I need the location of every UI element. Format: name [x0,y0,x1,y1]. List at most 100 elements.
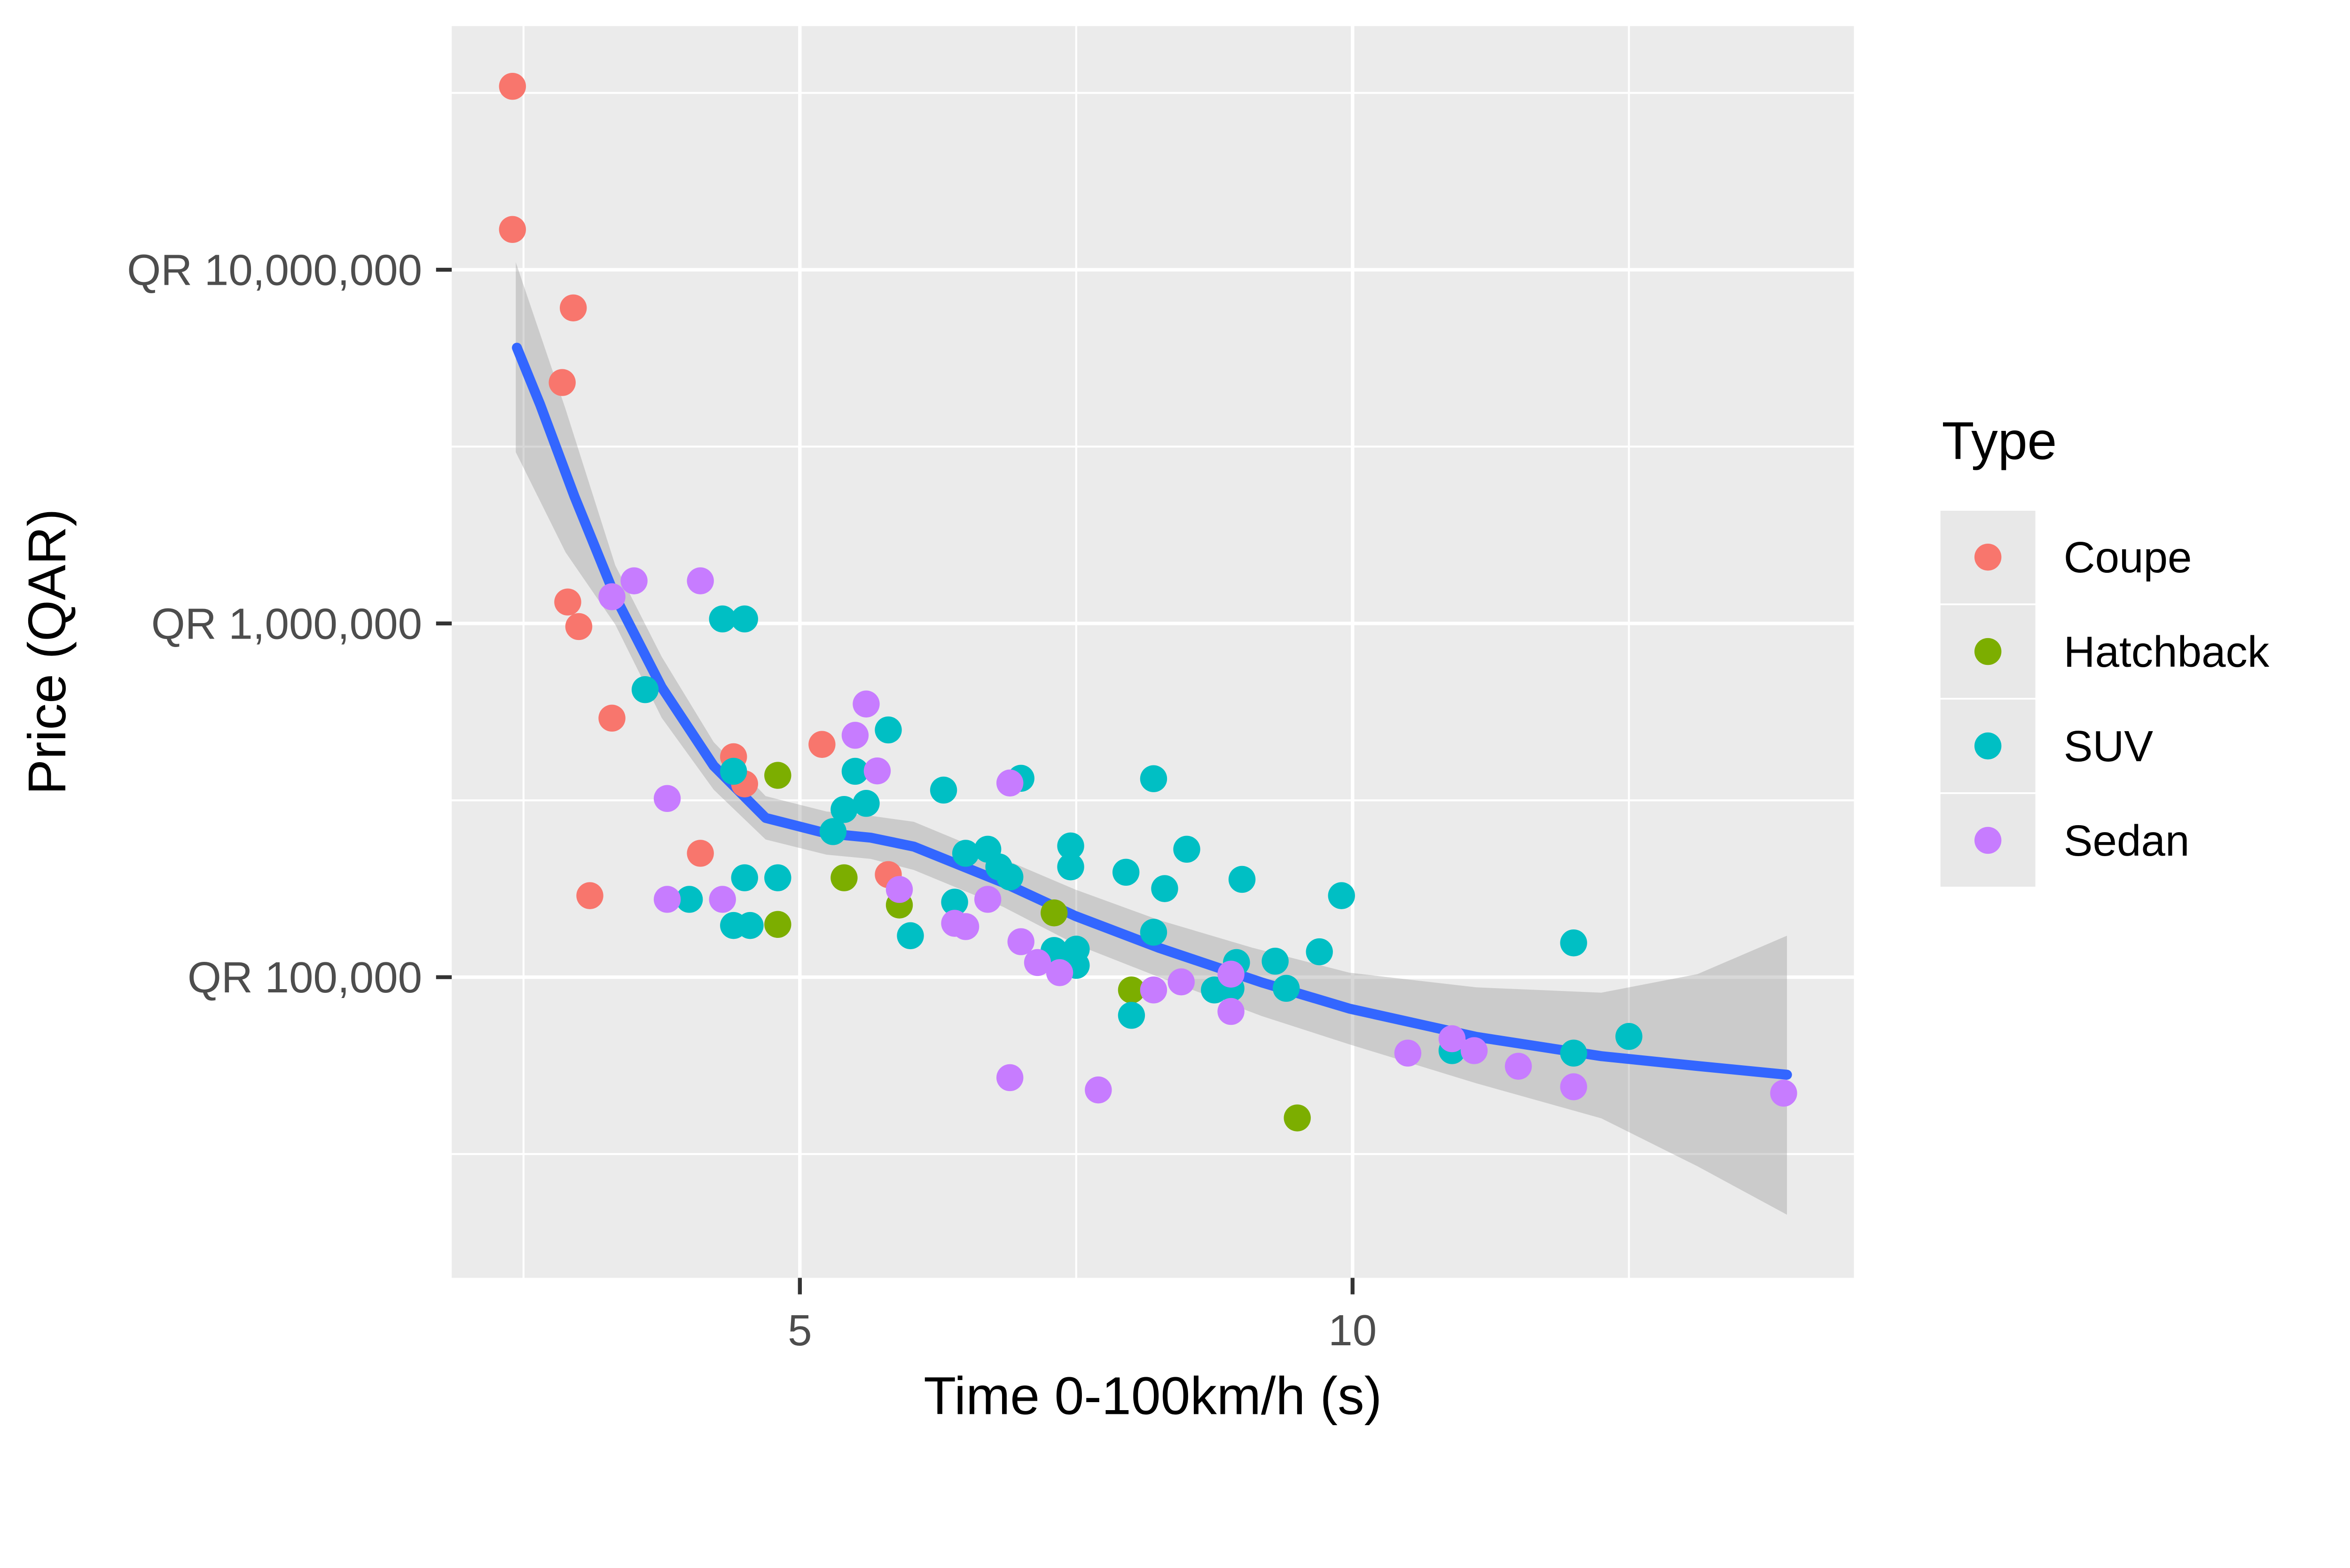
x-tick-label: 5 [788,1306,812,1355]
price-vs-acceleration-chart: 5 10 QR 10,000,000 QR 1,000,000 QR 100,000 T… [17,26,2270,1426]
legend-items: Coupe Hatchback SUV Sedan [1940,511,2270,887]
data-point-coupe [576,882,603,909]
data-point-suv [1057,832,1084,859]
data-point-sedan [952,913,979,940]
data-point-hatchback [1041,899,1068,927]
data-point-hatchback [764,762,791,789]
data-point-suv [1057,853,1084,881]
data-point-suv [720,757,747,785]
data-point-coupe [560,294,587,321]
data-point-coupe [548,369,576,396]
data-point-suv [1272,975,1300,1002]
data-point-hatchback [830,864,858,891]
data-point-sedan [1560,1073,1587,1100]
data-point-suv [875,716,902,744]
data-point-suv [841,757,869,785]
data-point-suv [731,864,758,891]
data-point-sedan [1770,1079,1797,1107]
data-point-suv [1173,835,1200,863]
data-point-suv [1261,947,1289,975]
legend-label: SUV [2064,722,2154,771]
data-point-sedan [1394,1039,1422,1067]
data-point-sedan [1217,998,1245,1025]
data-point-coupe [598,704,626,732]
data-point-suv [1228,866,1256,893]
data-point-suv [853,790,880,817]
tick-labels: 5 10 QR 10,000,000 QR 1,000,000 QR 100,000 [127,245,1377,1354]
data-point-sedan [687,567,714,594]
data-point-suv [1615,1023,1643,1050]
data-point-suv [1328,882,1355,909]
data-point-sedan [598,583,626,610]
data-point-sedan [1504,1053,1532,1080]
data-point-sedan [1007,928,1034,955]
legend-dot-coupe [1974,543,2002,571]
data-point-suv [1140,765,1167,792]
y-tick-label: QR 10,000,000 [127,245,422,294]
plot-svg: 5 10 QR 10,000,000 QR 1,000,000 QR 100,000 T… [17,26,2270,1426]
data-point-coupe [499,216,526,243]
legend-title: Type [1942,411,2057,470]
legend-dot-hatchback [1974,638,2002,665]
data-point-sedan [709,886,736,913]
legend-label: Coupe [2064,533,2192,582]
y-tick-label: QR 100,000 [188,953,422,1002]
y-tick-label: QR 1,000,000 [151,599,422,648]
data-point-suv [819,818,847,845]
data-point-sedan [885,876,913,903]
legend-dot-suv [1974,732,2002,760]
scatter-points [499,72,1797,1131]
x-axis-title: Time 0-100km/h (s) [924,1366,1382,1425]
data-point-sedan [1460,1037,1488,1064]
data-point-hatchback [764,911,791,938]
data-point-suv [1151,875,1178,902]
data-point-sedan [620,567,648,594]
x-tick-label: 10 [1328,1306,1377,1355]
data-point-sedan [1024,949,1051,976]
data-point-sedan [1167,968,1195,996]
legend-label: Sedan [2064,816,2190,865]
data-point-sedan [863,757,891,785]
data-point-suv [1306,938,1333,966]
data-point-suv [830,796,858,823]
data-point-suv [709,605,736,632]
gridlines-major [452,26,1854,1278]
data-point-suv [1560,929,1587,957]
y-axis-title: Price (QAR) [17,509,77,795]
data-point-sedan [996,769,1024,797]
data-point-hatchback [1118,976,1145,1004]
data-point-sedan [1438,1025,1466,1053]
data-point-sedan [1046,959,1073,986]
data-point-suv [1560,1039,1587,1067]
data-point-suv [631,676,659,703]
confidence-ribbon [516,262,1787,1215]
data-point-suv [930,776,957,804]
data-point-suv [1140,919,1167,946]
data-point-suv [1118,1002,1145,1029]
data-point-suv [996,863,1024,891]
data-point-suv [1112,858,1140,886]
data-point-coupe [565,613,593,640]
axis-ticks [436,267,1355,1295]
data-point-suv [952,840,979,867]
data-point-suv [941,889,968,916]
plot-panel [452,26,1854,1278]
data-point-sedan [1140,976,1167,1004]
data-point-sedan [1217,960,1245,988]
data-point-sedan [653,785,681,812]
data-point-suv [675,886,703,913]
data-point-sedan [853,690,880,718]
data-point-suv [897,922,924,950]
legend-dot-sedan [1974,827,2002,854]
legend-label: Hatchback [2064,627,2270,676]
data-point-coupe [687,840,714,867]
data-point-sedan [974,886,1002,913]
data-point-sedan [996,1064,1024,1092]
data-point-suv [764,864,791,891]
data-point-hatchback [1284,1104,1311,1131]
data-point-coupe [808,731,836,758]
data-point-coupe [554,588,581,616]
data-point-sedan [653,886,681,913]
data-point-sedan [1085,1076,1112,1104]
data-point-suv [736,912,764,939]
